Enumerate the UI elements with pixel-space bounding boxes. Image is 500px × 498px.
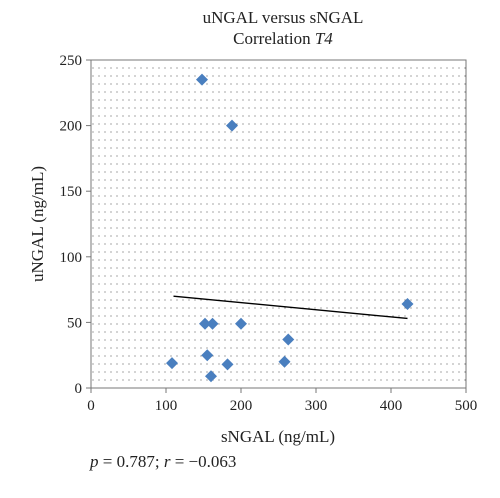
data-point — [201, 349, 214, 362]
x-axis: 0 100 200 300 400 500 — [87, 388, 477, 414]
data-point — [282, 333, 295, 346]
data-point — [206, 317, 219, 330]
data-point — [199, 317, 211, 330]
chart-title-line2-prefix: Correlation — [233, 29, 315, 48]
y-tick-label: 150 — [60, 184, 83, 200]
p-value: = 0.787; — [98, 452, 164, 471]
y-tick-label: 0 — [75, 381, 83, 397]
x-tick-label: 500 — [455, 398, 478, 414]
x-tick-label: 300 — [305, 398, 328, 414]
x-tick-label: 100 — [155, 398, 178, 414]
y-tick-label: 200 — [60, 119, 83, 135]
data-point — [401, 298, 414, 311]
x-tick-label: 400 — [380, 398, 403, 414]
data-point — [226, 119, 238, 132]
x-tick-label: 200 — [230, 398, 253, 414]
r-value: = −0.063 — [170, 452, 237, 471]
chart-title-line2: Correlation T4 — [233, 29, 333, 48]
trendline-group — [173, 295, 408, 320]
chart-title-line2-italic: T4 — [315, 29, 333, 48]
r-symbol: r — [163, 452, 171, 471]
data-point — [166, 357, 178, 370]
y-tick-label: 50 — [67, 315, 82, 331]
y-axis-label: uNGAL (ng/mL) — [28, 166, 47, 282]
stats-annotation: p = 0.787; r = −0.063 — [90, 452, 236, 472]
data-point — [278, 355, 291, 368]
y-tick-label: 250 — [60, 53, 83, 69]
x-axis-label: sNGAL (ng/mL) — [221, 427, 335, 446]
x-tick-label: 0 — [87, 398, 95, 414]
y-axis: 0 50 100 150 200 250 — [60, 53, 91, 397]
chart-title-line1: uNGAL versus sNGAL — [203, 8, 364, 27]
p-symbol: p — [90, 452, 99, 471]
plot-area — [90, 59, 467, 389]
data-point — [196, 73, 208, 86]
y-tick-label: 100 — [60, 250, 83, 266]
data-point — [235, 317, 247, 330]
trendline — [173, 295, 408, 320]
plot-frame — [90, 59, 467, 389]
data-points — [166, 73, 414, 383]
data-point — [205, 370, 217, 383]
data-point — [221, 358, 234, 371]
plot-background — [91, 60, 466, 388]
